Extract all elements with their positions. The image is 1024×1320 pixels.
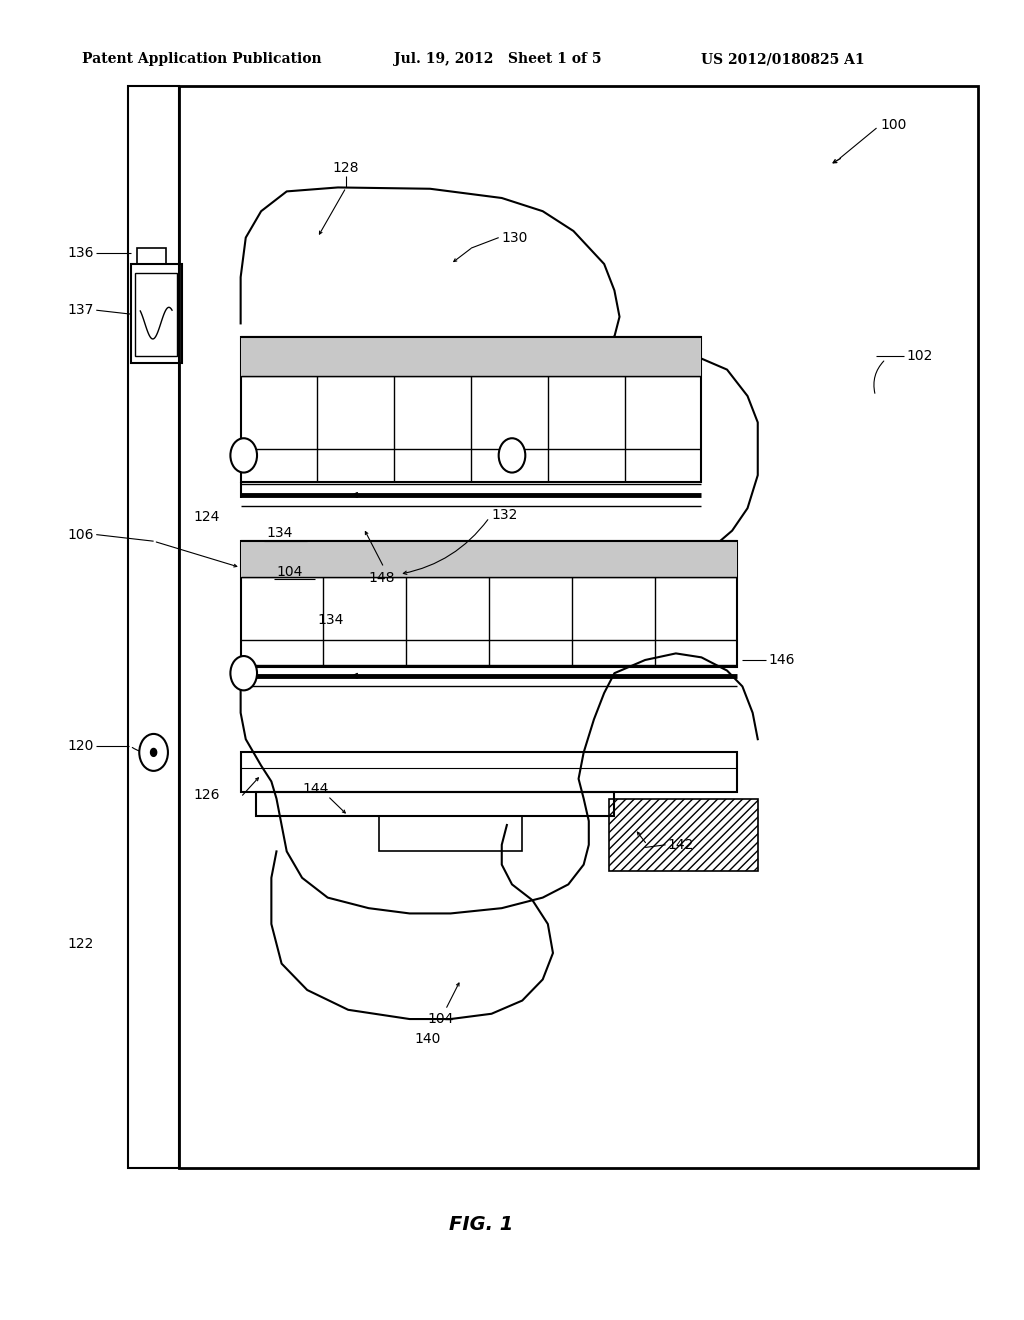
Text: 146: 146 bbox=[768, 653, 795, 667]
Text: 104: 104 bbox=[276, 565, 303, 578]
Bar bbox=[179, 86, 978, 1168]
Bar bbox=[241, 337, 701, 482]
Text: 136: 136 bbox=[68, 247, 94, 260]
Bar bbox=[131, 264, 182, 363]
Text: 132: 132 bbox=[492, 508, 518, 521]
Text: Jul. 19, 2012   Sheet 1 of 5: Jul. 19, 2012 Sheet 1 of 5 bbox=[394, 53, 602, 66]
Text: FIG. 1: FIG. 1 bbox=[450, 1216, 513, 1234]
Bar bbox=[256, 792, 614, 816]
Bar bbox=[241, 541, 737, 577]
Bar bbox=[241, 541, 737, 667]
Bar bbox=[241, 337, 701, 376]
Circle shape bbox=[230, 656, 257, 690]
Text: 128: 128 bbox=[333, 161, 359, 174]
Text: 144: 144 bbox=[302, 783, 329, 796]
Text: 148: 148 bbox=[369, 572, 395, 585]
Text: 102: 102 bbox=[906, 350, 933, 363]
Bar bbox=[241, 752, 737, 792]
Bar bbox=[137, 248, 166, 264]
Text: 120: 120 bbox=[68, 739, 94, 752]
Text: 130: 130 bbox=[502, 231, 528, 244]
Bar bbox=[128, 86, 179, 1168]
Circle shape bbox=[230, 438, 257, 473]
Text: 106: 106 bbox=[68, 528, 94, 541]
Circle shape bbox=[151, 748, 157, 756]
Text: Patent Application Publication: Patent Application Publication bbox=[82, 53, 322, 66]
Text: 134: 134 bbox=[266, 527, 293, 540]
Text: 122: 122 bbox=[68, 937, 94, 950]
Bar bbox=[379, 816, 522, 851]
Text: 104: 104 bbox=[427, 1012, 454, 1026]
Text: 134: 134 bbox=[317, 614, 344, 627]
Text: 124: 124 bbox=[194, 511, 220, 524]
Text: 100: 100 bbox=[881, 119, 907, 132]
Text: 140: 140 bbox=[415, 1032, 441, 1045]
Text: 142: 142 bbox=[668, 838, 694, 851]
Text: 137: 137 bbox=[68, 304, 94, 317]
Bar bbox=[609, 799, 758, 871]
Bar bbox=[135, 273, 177, 356]
Text: US 2012/0180825 A1: US 2012/0180825 A1 bbox=[701, 53, 865, 66]
Circle shape bbox=[499, 438, 525, 473]
Circle shape bbox=[139, 734, 168, 771]
Text: 126: 126 bbox=[194, 788, 220, 801]
